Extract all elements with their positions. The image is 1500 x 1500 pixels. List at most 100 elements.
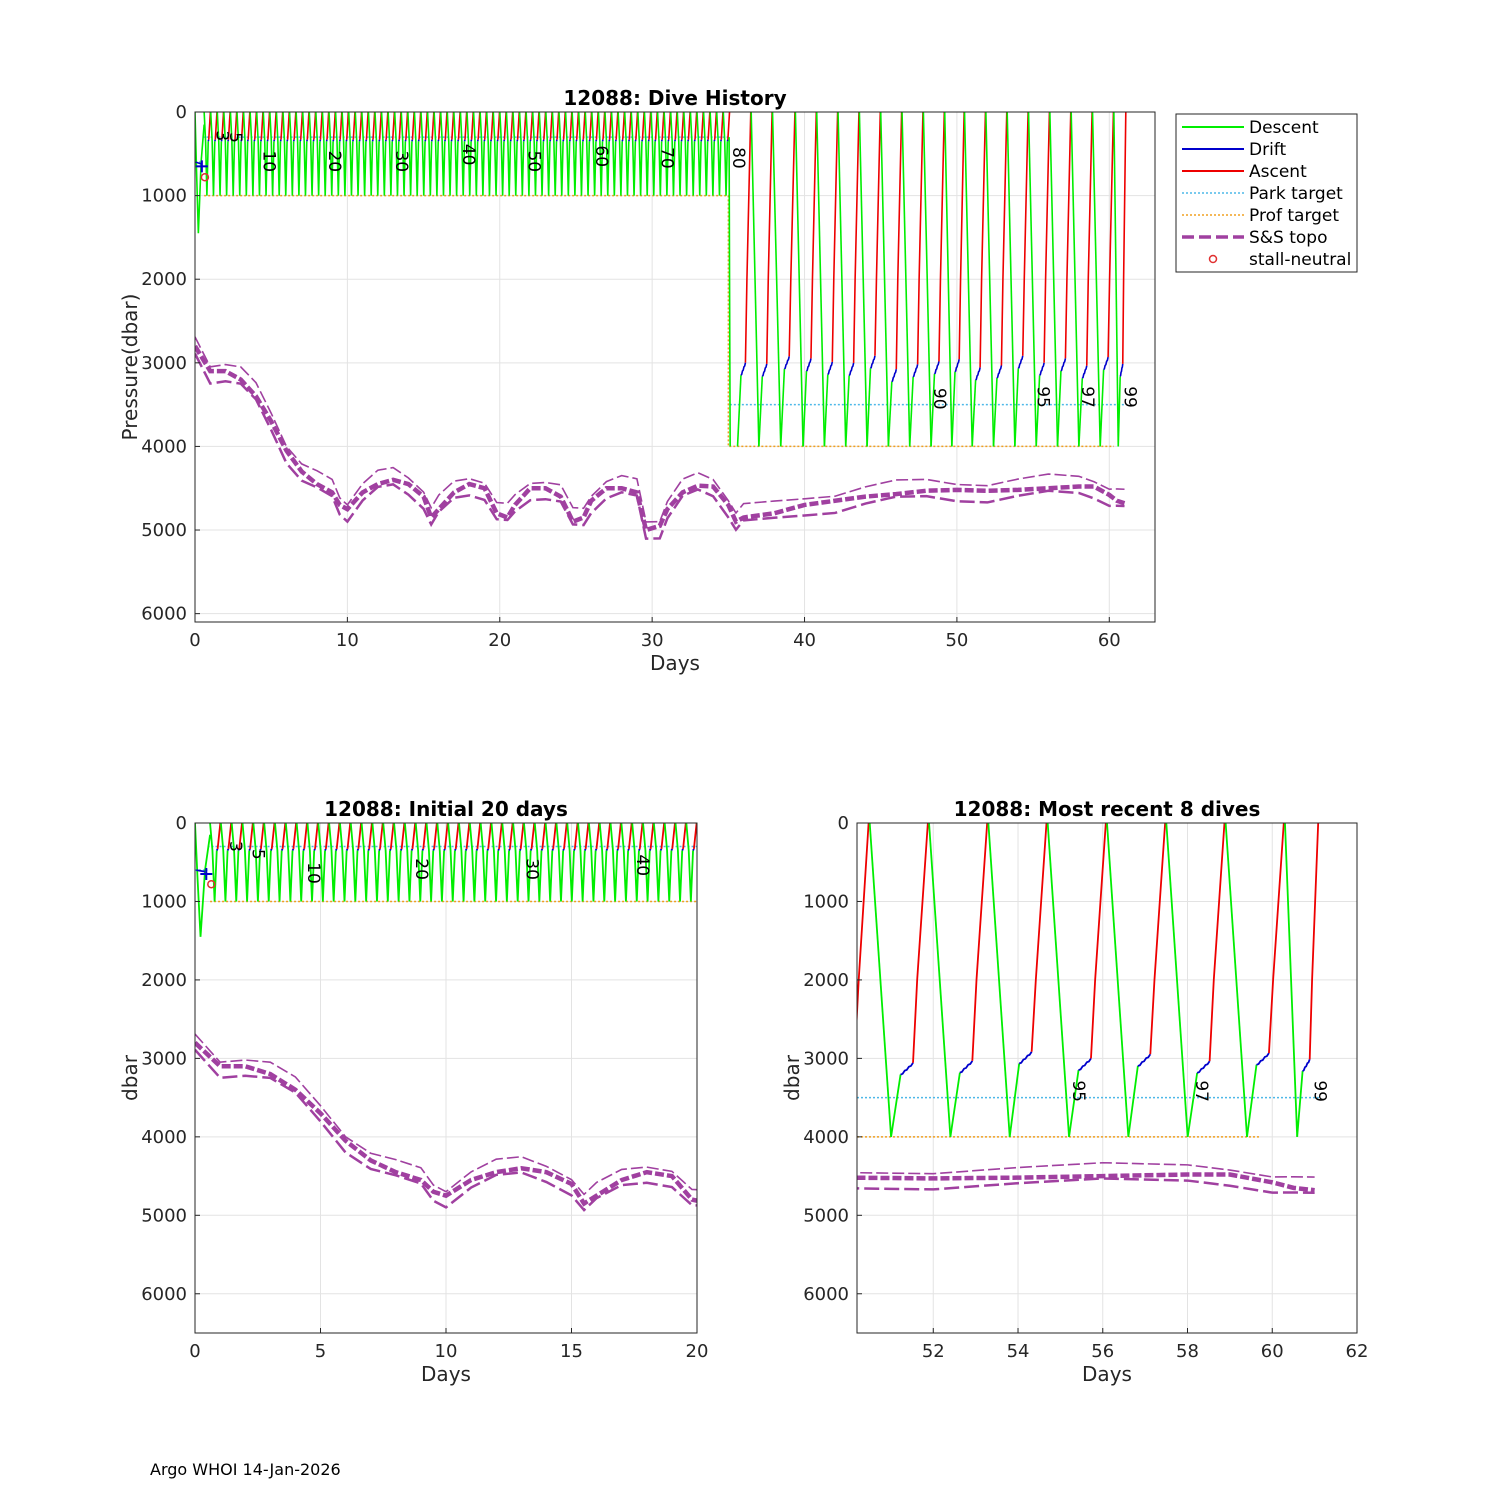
cycle-label: 95 (1068, 1080, 1088, 1102)
topo-line (195, 344, 1126, 533)
drift-segment (378, 848, 381, 851)
descent-segment (538, 112, 545, 196)
cycle-label: 5 (248, 849, 268, 860)
ascent-segment (391, 112, 396, 140)
ascent-segment (1030, 823, 1048, 1052)
drift-segment (959, 1060, 974, 1074)
drift-segment (365, 139, 368, 142)
drift-segment (660, 139, 663, 142)
descent-segment (985, 112, 995, 447)
drift-segment (805, 358, 812, 372)
ascent-segment (552, 823, 557, 849)
descent-segment (750, 112, 760, 447)
descent-segment (328, 823, 337, 902)
ascent-segment (661, 112, 665, 140)
drift-segment (266, 139, 269, 142)
ascent-segment (389, 823, 395, 849)
descent-segment (566, 823, 575, 902)
ascent-segment (313, 112, 317, 140)
ascent-segment (667, 112, 672, 140)
cycle-label: 97 (1191, 1080, 1211, 1102)
x-tick-label: 62 (1346, 1341, 1369, 1362)
drift-segment (1017, 355, 1024, 369)
drift-segment (641, 139, 644, 142)
ascent-segment (411, 112, 415, 140)
descent-segment (1127, 1065, 1139, 1137)
prof-target-line (210, 900, 697, 903)
ascent-segment (530, 823, 536, 849)
descent-segment (512, 112, 518, 196)
x-tick-label: 50 (945, 630, 968, 651)
ascent-segment (1064, 112, 1072, 359)
descent-segment (393, 823, 402, 902)
ascent-segment (595, 823, 601, 849)
descent-segment (696, 112, 702, 196)
ascent-segment (400, 823, 406, 849)
legend-label: S&S topo (1249, 228, 1328, 248)
ascent-segment (385, 112, 389, 140)
descent-segment (472, 112, 479, 196)
drift-segment (869, 355, 876, 369)
descent-segment (676, 112, 683, 196)
ascent-segment (454, 823, 460, 849)
descent-segment (685, 823, 694, 902)
descent-segment (433, 112, 440, 196)
descent-segment (453, 112, 459, 196)
ascent-segment (240, 112, 245, 140)
drift-segment (1196, 1060, 1211, 1074)
x-tick-label: 0 (189, 630, 200, 651)
drift-segment (273, 139, 276, 142)
drift-segment (605, 848, 609, 851)
ascent-segment (207, 112, 212, 140)
descent-segment (1046, 823, 1070, 1137)
cycle-label: 97 (1077, 386, 1097, 408)
drift-segment (404, 139, 407, 142)
drift-segment (215, 848, 219, 851)
ascent-segment (602, 112, 606, 140)
descent-segment (802, 371, 808, 447)
legend-label: Prof target (1249, 206, 1339, 226)
x-tick-label: 30 (641, 630, 664, 651)
ascent-segment (418, 112, 422, 140)
plot-area: 35 10 20 30 40 50 60 70 80 90 95 97 99 (195, 112, 1140, 540)
descent-segment (459, 112, 466, 196)
descent-segment (544, 823, 554, 902)
cycle-label: 10 (259, 150, 279, 172)
ascent-segment (465, 823, 471, 849)
ascent-segment (938, 112, 946, 362)
x-tick-label: 52 (922, 1341, 945, 1362)
ascent-segment (444, 112, 448, 140)
ascent-segment (303, 823, 308, 849)
descent-segment (943, 112, 953, 447)
ascent-segment (451, 112, 455, 140)
ascent-segment (648, 112, 652, 140)
ascent-segment (368, 823, 373, 849)
drift-segment (555, 139, 558, 142)
descent-segment (771, 112, 782, 447)
drift-segment (700, 139, 703, 142)
drift-segment (227, 139, 230, 142)
ascent-segment (529, 112, 534, 140)
ascent-segment (617, 823, 622, 849)
drift-segment (324, 848, 327, 851)
ascent-segment (422, 823, 427, 849)
ascent-segment (477, 112, 481, 140)
drift-segment (594, 848, 598, 851)
drift-segment (220, 139, 223, 142)
drift-segment (371, 139, 374, 142)
descent-segment (868, 823, 892, 1137)
descent-segment (901, 112, 911, 447)
descent-segment (815, 112, 826, 447)
descent-segment (275, 112, 282, 196)
descent-segment (689, 112, 696, 196)
drift-segment (226, 848, 230, 851)
ascent-segment (510, 112, 514, 140)
descent-segment (485, 112, 492, 196)
drift-segment (588, 139, 591, 142)
drift-segment (1302, 1059, 1311, 1072)
drift-segment (270, 848, 273, 851)
ascent-segment (280, 112, 284, 140)
ascent-segment (582, 112, 586, 140)
descent-segment (1099, 369, 1105, 447)
descent-segment (404, 823, 413, 902)
